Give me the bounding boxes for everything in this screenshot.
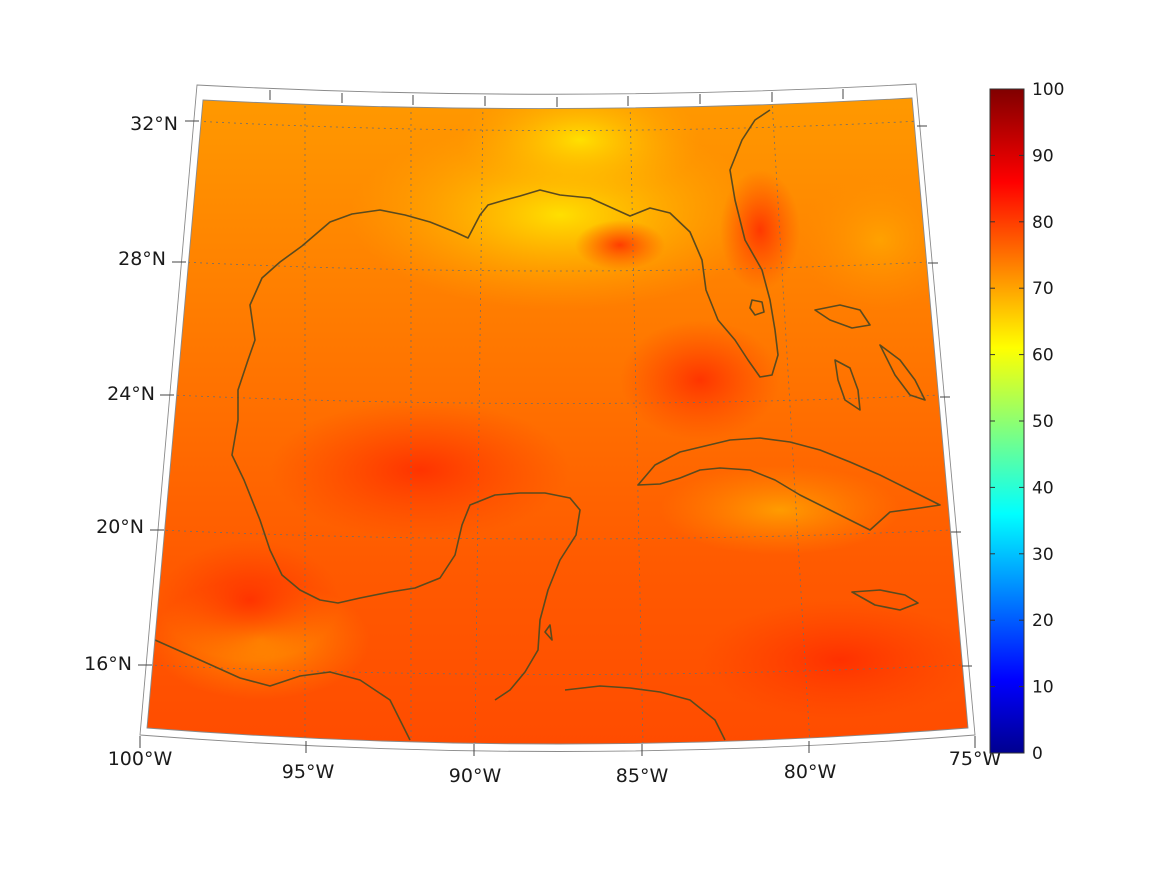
colorbar-label-50: 50 [1032, 412, 1054, 432]
longitude-labels: 100°W 95°W 90°W 85°W 80°W 75°W [108, 748, 1002, 787]
lon-label-75w: 75°W [949, 748, 1002, 770]
frame-ticks [138, 89, 976, 756]
lat-label-24n: 24°N [107, 383, 155, 405]
lon-label-95w: 95°W [282, 761, 335, 783]
lon-label-100w: 100°W [108, 748, 173, 770]
colorbar-label-100: 100 [1032, 80, 1064, 100]
lon-label-90w: 90°W [449, 765, 502, 787]
colorbar-label-10: 10 [1032, 678, 1054, 698]
colorbar-gradient [989, 88, 1025, 754]
lon-label-80w: 80°W [784, 761, 837, 783]
colorbar-label-0: 0 [1032, 744, 1043, 764]
lake-okeechobee [749, 299, 765, 316]
colorbar-label-30: 30 [1032, 545, 1054, 565]
lat-label-32n: 32°N [130, 113, 178, 135]
coastlines [154, 109, 941, 741]
graticule [148, 99, 963, 744]
lat-label-16n: 16°N [84, 653, 132, 675]
colorbar-label-40: 40 [1032, 478, 1054, 498]
lat-label-20n: 20°N [96, 516, 144, 538]
cozumel [544, 624, 553, 641]
map-outer-frame [139, 83, 976, 752]
gulf-coast-west [231, 245, 581, 701]
colorbar-label-70: 70 [1032, 279, 1054, 299]
jamaica [851, 589, 919, 611]
lat-label-28n: 28°N [118, 248, 166, 270]
map-frame [146, 97, 969, 745]
lon-label-85w: 85°W [616, 765, 669, 787]
bahamas [814, 304, 926, 411]
colorbar-ticks [990, 88, 1024, 754]
colorbar-label-90: 90 [1032, 146, 1054, 166]
data-field [147, 98, 968, 744]
honduras-coast [564, 685, 726, 741]
cuba [637, 437, 941, 531]
central-america-coast [154, 639, 411, 741]
colorbar-label-20: 20 [1032, 611, 1054, 631]
colorbar-label-60: 60 [1032, 346, 1054, 366]
gulf-coast-mexico-us [301, 109, 779, 378]
colorbar-label-80: 80 [1032, 213, 1054, 233]
latitude-labels: 32°N 28°N 24°N 20°N 16°N [84, 113, 178, 675]
